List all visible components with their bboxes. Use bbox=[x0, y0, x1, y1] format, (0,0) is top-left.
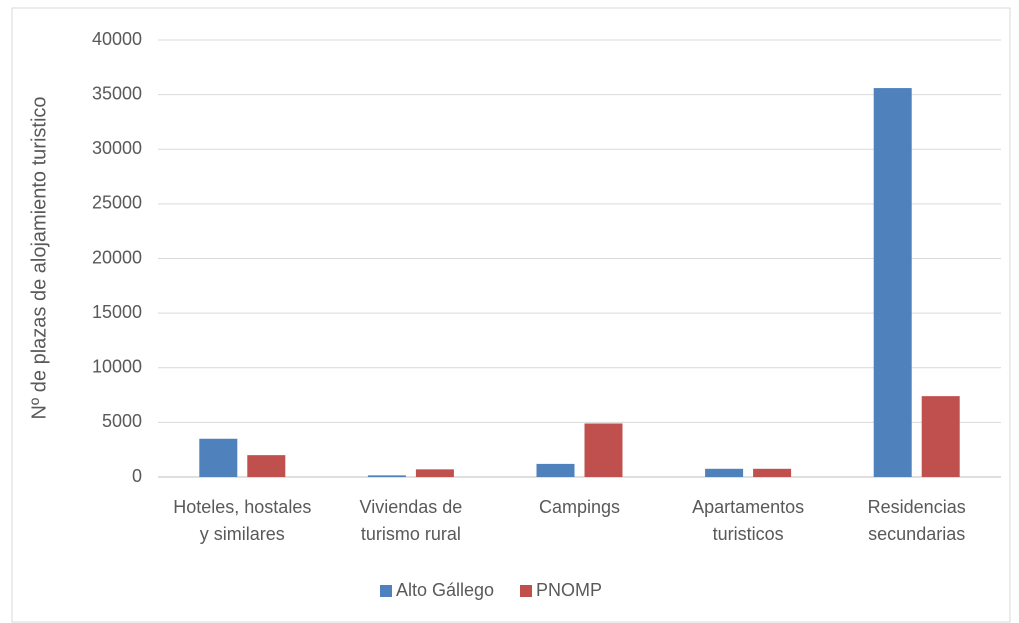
bar bbox=[921, 396, 960, 477]
bar bbox=[199, 438, 238, 477]
y-tick-label: 15000 bbox=[92, 302, 142, 322]
y-tick-label: 35000 bbox=[92, 83, 142, 103]
bar bbox=[536, 463, 575, 477]
bar bbox=[753, 468, 792, 477]
x-tick-label: Apartamentos turisticos bbox=[692, 497, 804, 544]
y-axis-label: Nº de plazas de alojamiento turistico bbox=[28, 96, 50, 419]
bar bbox=[873, 88, 912, 477]
bar bbox=[367, 475, 406, 477]
chart-border bbox=[11, 7, 1011, 623]
y-tick-label: 30000 bbox=[92, 138, 142, 158]
x-tick-label: Campings bbox=[539, 497, 620, 517]
legend-swatch bbox=[520, 585, 532, 597]
x-tick-label: Viviendas de turismo rural bbox=[360, 497, 463, 544]
x-tick-label: Hoteles, hostales y similares bbox=[173, 497, 311, 544]
legend-label: PNOMP bbox=[536, 580, 602, 600]
x-tick-label: Residencias secundarias bbox=[868, 497, 966, 544]
y-tick-label: 20000 bbox=[92, 247, 142, 267]
legend-label: Alto Gállego bbox=[396, 580, 494, 600]
bar bbox=[415, 469, 454, 477]
bar bbox=[247, 455, 286, 477]
legend-swatch bbox=[380, 585, 392, 597]
y-tick-label: 0 bbox=[132, 466, 142, 486]
y-tick-label: 10000 bbox=[92, 357, 142, 377]
bar bbox=[584, 423, 623, 477]
y-tick-label: 5000 bbox=[102, 411, 142, 431]
y-tick-label: 25000 bbox=[92, 193, 142, 213]
y-tick-label: 40000 bbox=[92, 29, 142, 49]
bar bbox=[705, 468, 744, 477]
